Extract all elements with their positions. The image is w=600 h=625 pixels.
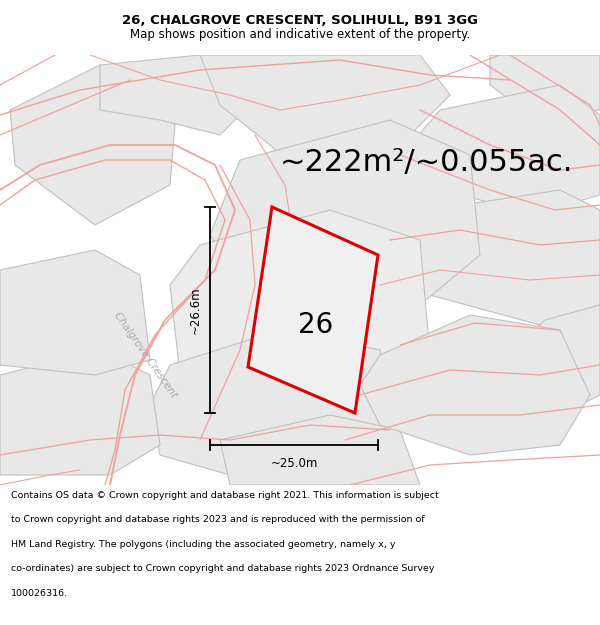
Polygon shape (10, 65, 175, 225)
Text: Map shows position and indicative extent of the property.: Map shows position and indicative extent… (130, 28, 470, 41)
Polygon shape (200, 55, 450, 185)
Polygon shape (405, 190, 600, 325)
Text: 26, CHALGROVE CRESCENT, SOLIHULL, B91 3GG: 26, CHALGROVE CRESCENT, SOLIHULL, B91 3G… (122, 14, 478, 27)
Polygon shape (510, 305, 600, 415)
Polygon shape (0, 250, 150, 375)
Text: HM Land Registry. The polygons (including the associated geometry, namely x, y: HM Land Registry. The polygons (includin… (11, 539, 395, 549)
Text: 100026316.: 100026316. (11, 589, 68, 598)
Text: Contains OS data © Crown copyright and database right 2021. This information is : Contains OS data © Crown copyright and d… (11, 491, 439, 499)
Text: 26: 26 (298, 311, 334, 339)
Text: ~26.6m: ~26.6m (189, 286, 202, 334)
Polygon shape (360, 315, 590, 455)
Polygon shape (220, 415, 420, 485)
Polygon shape (150, 330, 390, 475)
Polygon shape (490, 55, 600, 115)
Polygon shape (210, 120, 480, 335)
Text: ~222m²/~0.055ac.: ~222m²/~0.055ac. (280, 149, 574, 178)
Polygon shape (170, 210, 430, 415)
Text: co-ordinates) are subject to Crown copyright and database rights 2023 Ordnance S: co-ordinates) are subject to Crown copyr… (11, 564, 434, 573)
Text: Chalgrove Crescent: Chalgrove Crescent (112, 310, 178, 400)
Polygon shape (0, 350, 160, 475)
Polygon shape (248, 207, 378, 413)
Text: to Crown copyright and database rights 2023 and is reproduced with the permissio: to Crown copyright and database rights 2… (11, 515, 424, 524)
Polygon shape (100, 55, 260, 135)
Text: ~25.0m: ~25.0m (271, 457, 317, 470)
Polygon shape (410, 85, 600, 215)
